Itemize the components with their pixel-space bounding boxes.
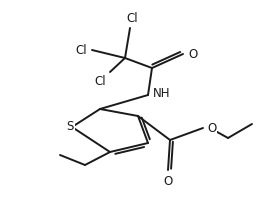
Text: Cl: Cl — [126, 12, 138, 25]
Text: NH: NH — [153, 87, 170, 100]
Text: S: S — [66, 120, 74, 134]
Text: Cl: Cl — [75, 43, 87, 57]
Text: Cl: Cl — [94, 75, 106, 88]
Text: O: O — [207, 122, 216, 134]
Text: O: O — [188, 47, 197, 61]
Text: O: O — [163, 175, 173, 188]
